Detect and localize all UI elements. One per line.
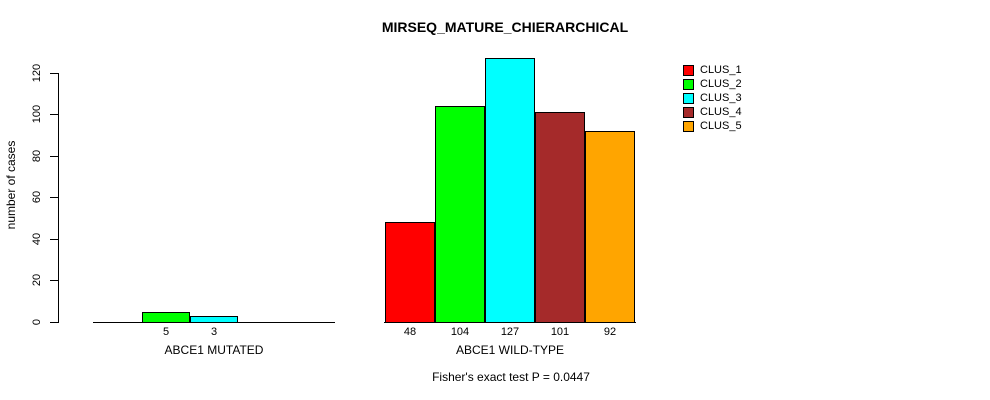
legend-item-label: CLUS_1 bbox=[700, 63, 742, 76]
legend: CLUS_1 CLUS_2 CLUS_3 CLUS_4 CLUS_5 bbox=[683, 63, 742, 133]
bar-clus_2-group2 bbox=[435, 106, 485, 323]
legend-item-clus_3: CLUS_3 bbox=[683, 91, 742, 105]
legend-item-clus_1: CLUS_1 bbox=[683, 63, 742, 77]
legend-item-clus_5: CLUS_5 bbox=[683, 119, 742, 133]
fisher-test-annotation: Fisher's exact test P = 0.0447 bbox=[432, 370, 590, 384]
y-tick-label: 20 bbox=[31, 273, 43, 287]
bar-value-label: 3 bbox=[210, 326, 218, 338]
bar-value-label: 92 bbox=[603, 326, 617, 338]
legend-item-label: CLUS_3 bbox=[700, 91, 742, 104]
y-tick-label: 60 bbox=[31, 190, 43, 204]
legend-color-swatch bbox=[683, 120, 694, 132]
legend-item-label: CLUS_4 bbox=[700, 105, 742, 118]
x-category-label-1: ABCE1 MUTATED bbox=[164, 343, 264, 357]
y-tick bbox=[50, 280, 58, 281]
y-axis-line bbox=[58, 73, 59, 323]
y-tick bbox=[50, 239, 58, 240]
legend-color-swatch bbox=[683, 78, 694, 90]
y-tick bbox=[50, 322, 58, 323]
bar-clus_5-group2 bbox=[585, 131, 635, 323]
bar-clus_2-group1 bbox=[142, 312, 190, 323]
y-tick-label: 0 bbox=[31, 318, 43, 326]
legend-color-swatch bbox=[683, 106, 694, 118]
legend-item-clus_2: CLUS_2 bbox=[683, 77, 742, 91]
y-tick-label: 100 bbox=[31, 104, 43, 124]
bar-clus_4-group2 bbox=[535, 112, 585, 323]
legend-color-swatch bbox=[683, 92, 694, 104]
y-tick bbox=[50, 114, 58, 115]
bar-value-label: 127 bbox=[500, 326, 520, 338]
bar-clus_1-group2 bbox=[385, 222, 435, 323]
bar-clus_3-group2 bbox=[485, 58, 535, 323]
chart-title: MIRSEQ_MATURE_CHIERARCHICAL bbox=[381, 19, 629, 35]
legend-item-label: CLUS_5 bbox=[700, 119, 742, 132]
y-tick bbox=[50, 156, 58, 157]
bar-clus_3-group1 bbox=[190, 316, 238, 323]
bar-value-label: 101 bbox=[550, 326, 570, 338]
y-tick bbox=[50, 73, 58, 74]
bar-value-label: 5 bbox=[162, 326, 170, 338]
y-axis-label: number of cases bbox=[4, 140, 18, 230]
bar-value-label: 48 bbox=[403, 326, 417, 338]
legend-color-swatch bbox=[683, 64, 694, 76]
legend-item-label: CLUS_2 bbox=[700, 77, 742, 90]
y-tick-label: 40 bbox=[31, 232, 43, 246]
bar-value-label: 104 bbox=[450, 326, 470, 338]
y-tick bbox=[50, 197, 58, 198]
y-tick-label: 80 bbox=[31, 149, 43, 163]
legend-item-clus_4: CLUS_4 bbox=[683, 105, 742, 119]
y-tick-label: 120 bbox=[31, 63, 43, 83]
x-category-label-2: ABCE1 WILD-TYPE bbox=[455, 343, 565, 357]
